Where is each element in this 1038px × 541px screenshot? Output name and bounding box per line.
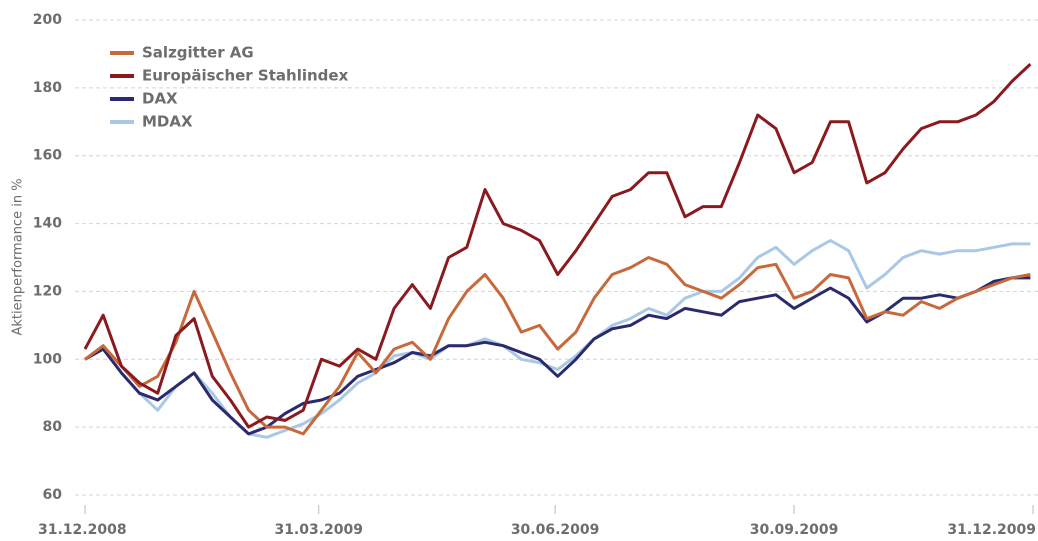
legend-label: MDAX xyxy=(142,113,193,131)
y-tick-label: 60 xyxy=(43,487,63,503)
x-tick-label: 31.12.2008 xyxy=(38,522,127,538)
series-line xyxy=(83,63,1032,429)
y-tick-label: 180 xyxy=(33,80,62,96)
y-axis-label: Aktienperformance in % xyxy=(11,178,26,335)
x-tick-label: 30.06.2009 xyxy=(511,522,600,538)
x-tick-label: 31.03.2009 xyxy=(274,522,363,538)
series-line xyxy=(84,239,1031,439)
y-tick-label: 140 xyxy=(33,216,62,232)
y-tick-label: 80 xyxy=(43,419,63,435)
y-tick-label: 120 xyxy=(33,283,62,299)
series-line xyxy=(84,256,1031,436)
series-line xyxy=(84,276,1031,436)
legend-label: Europäischer Stahlindex xyxy=(142,67,349,85)
y-tick-label: 200 xyxy=(33,12,62,28)
legend-label: Salzgitter AG xyxy=(142,44,254,62)
y-tick-label: 160 xyxy=(33,148,62,164)
y-tick-label: 100 xyxy=(33,351,62,367)
legend-label: DAX xyxy=(142,90,178,108)
x-tick-label: 31.12.2009 xyxy=(947,522,1036,538)
x-tick-label: 30.09.2009 xyxy=(750,522,839,538)
